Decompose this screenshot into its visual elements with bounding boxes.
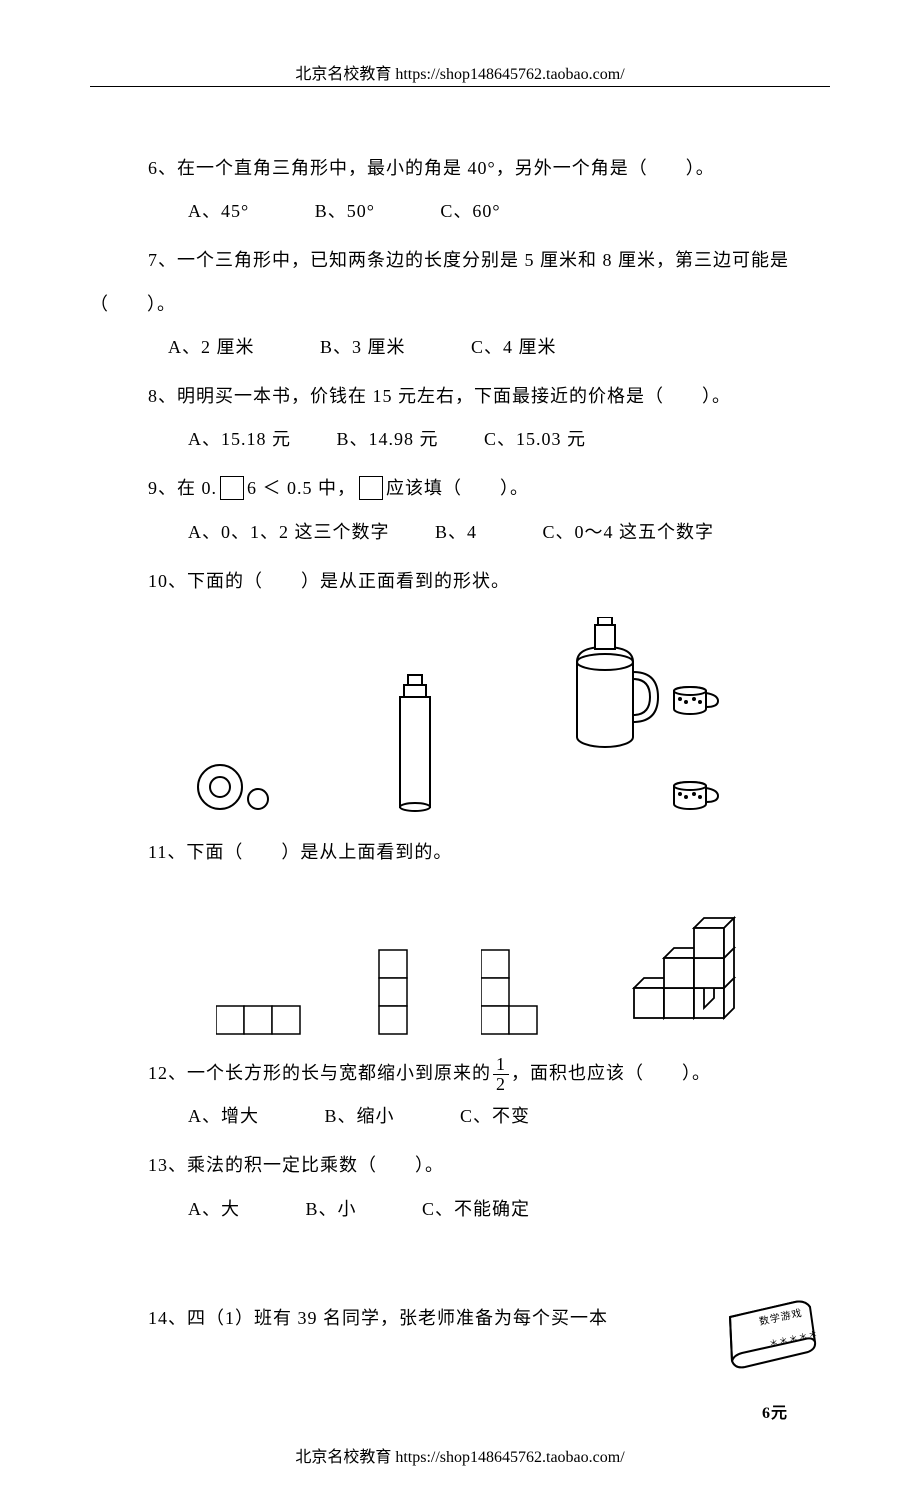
q9-opt-b: B、4 — [435, 511, 477, 554]
q8-opt-b: B、14.98 元 — [337, 418, 439, 461]
q8-options: A、15.18 元 B、14.98 元 C、15.03 元 — [90, 418, 830, 461]
q9-opt-a: A、0、1、2 这三个数字 — [188, 511, 390, 554]
q12-opt-b: B、缩小 — [325, 1095, 395, 1138]
blank-box-icon — [220, 476, 244, 500]
q6-opt-c: C、60° — [440, 190, 500, 233]
q14-text: 14、四（1）班有 39 名同学，张老师准备为每个买一本 — [90, 1297, 700, 1340]
header-divider — [90, 86, 830, 87]
question-11: 11、下面（ ）是从上面看到的。 — [90, 831, 830, 1038]
fraction-half: 12 — [493, 1055, 509, 1096]
q8-opt-c: C、15.03 元 — [484, 418, 586, 461]
cube-stack-icon — [624, 888, 764, 1038]
q11-text: 11、下面（ ）是从上面看到的。 — [90, 831, 830, 874]
q12-opt-c: C、不变 — [460, 1095, 530, 1138]
q13-text: 13、乘法的积一定比乘数（ ）。 — [90, 1144, 830, 1187]
spacer — [90, 1237, 830, 1297]
column-3-squares-icon — [369, 898, 429, 1038]
book-price: 6元 — [720, 1395, 830, 1433]
q7-opt-b: B、3 厘米 — [320, 326, 406, 369]
q8-text: 8、明明买一本书，价钱在 15 元左右，下面最接近的价格是（ ）。 — [90, 375, 830, 418]
q13-opt-b: B、小 — [306, 1188, 357, 1231]
blank-box-icon — [359, 476, 383, 500]
q9-text: 9、在 0. 6 ＜ 0.5 中， 应该填（ ）。 — [90, 467, 830, 510]
q13-opt-a: A、大 — [188, 1188, 240, 1231]
question-6: 6、在一个直角三角形中，最小的角是 40°，另外一个角是（ ）。 A、45° B… — [90, 147, 830, 233]
question-14: 14、四（1）班有 39 名同学，张老师准备为每个买一本 数学游戏 ＊＊＊＊＊ … — [90, 1297, 830, 1434]
thermos-medium-icon — [380, 647, 450, 817]
question-10: 10、下面的（ ）是从正面看到的形状。 — [90, 560, 830, 817]
q7-text-2: （ ）。 — [90, 283, 830, 326]
thermos-large-icon — [550, 617, 740, 817]
book-icon: 数学游戏 ＊＊＊＊＊ — [720, 1297, 830, 1377]
q10-text: 10、下面的（ ）是从正面看到的形状。 — [90, 560, 830, 603]
q12-text: 12、一个长方形的长与宽都缩小到原来的12，面积也应该（ ）。 — [90, 1052, 830, 1095]
frac-num: 1 — [493, 1055, 509, 1076]
q6-text: 6、在一个直角三角形中，最小的角是 40°，另外一个角是（ ）。 — [90, 147, 830, 190]
q12-opt-a: A、增大 — [188, 1095, 259, 1138]
q13-options: A、大 B、小 C、不能确定 — [90, 1188, 830, 1231]
circles-icon — [180, 647, 280, 817]
question-13: 13、乘法的积一定比乘数（ ）。 A、大 B、小 C、不能确定 — [90, 1144, 830, 1230]
page: 北京名校教育 https://shop148645762.taobao.com/… — [0, 0, 920, 1507]
frac-den: 2 — [493, 1075, 509, 1095]
question-7: 7、一个三角形中，已知两条边的长度分别是 5 厘米和 8 厘米，第三边可能是 （… — [90, 239, 830, 369]
q12-options: A、增大 B、缩小 C、不变 — [90, 1095, 830, 1138]
q10-figures — [130, 617, 790, 817]
content-area: 6、在一个直角三角形中，最小的角是 40°，另外一个角是（ ）。 A、45° B… — [90, 147, 830, 1433]
question-9: 9、在 0. 6 ＜ 0.5 中， 应该填（ ）。 A、0、1、2 这三个数字 B、… — [90, 467, 830, 553]
q6-options: A、45° B、50° C、60° — [90, 190, 830, 233]
q9-mid: 6 ＜ 0.5 中， — [247, 478, 356, 498]
q12-post: ，面积也应该（ ）。 — [511, 1063, 711, 1083]
q9-opt-c: C、0～4 这五个数字 — [543, 511, 715, 554]
row-3-squares-icon — [216, 898, 316, 1038]
question-8: 8、明明买一本书，价钱在 15 元左右，下面最接近的价格是（ ）。 A、15.1… — [90, 375, 830, 461]
q7-options: A、2 厘米 B、3 厘米 C、4 厘米 — [90, 326, 830, 369]
q9-post: 应该填（ ）。 — [386, 478, 529, 498]
footer-text: 北京名校教育 https://shop148645762.taobao.com/ — [90, 1443, 830, 1467]
q13-opt-c: C、不能确定 — [422, 1188, 530, 1231]
q8-opt-a: A、15.18 元 — [188, 418, 291, 461]
q7-opt-c: C、4 厘米 — [471, 326, 557, 369]
book-figure: 数学游戏 ＊＊＊＊＊ 6元 — [720, 1297, 830, 1434]
l-shape-squares-icon — [481, 898, 571, 1038]
header-text: 北京名校教育 https://shop148645762.taobao.com/ — [90, 60, 830, 84]
question-12: 12、一个长方形的长与宽都缩小到原来的12，面积也应该（ ）。 A、增大 B、缩… — [90, 1052, 830, 1138]
q9-pre: 9、在 0. — [148, 478, 217, 498]
q7-opt-a: A、2 厘米 — [168, 326, 255, 369]
q9-options: A、0、1、2 这三个数字 B、4 C、0～4 这五个数字 — [90, 511, 830, 554]
q7-text-1: 7、一个三角形中，已知两条边的长度分别是 5 厘米和 8 厘米，第三边可能是 — [90, 239, 830, 282]
q11-figures — [190, 888, 790, 1038]
q6-opt-b: B、50° — [315, 190, 375, 233]
q6-opt-a: A、45° — [188, 190, 249, 233]
q12-pre: 12、一个长方形的长与宽都缩小到原来的 — [148, 1063, 491, 1083]
